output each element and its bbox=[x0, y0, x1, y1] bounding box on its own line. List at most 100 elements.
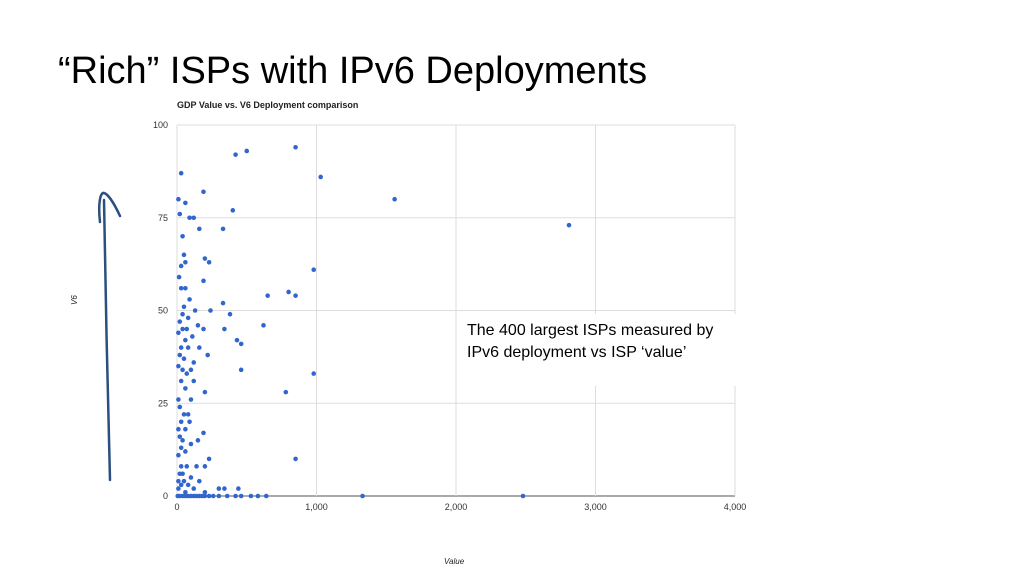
data-point bbox=[206, 259, 212, 265]
data-point bbox=[392, 196, 397, 202]
data-point bbox=[185, 315, 191, 321]
data-point bbox=[197, 345, 202, 350]
data-point bbox=[265, 293, 270, 298]
data-point bbox=[178, 464, 184, 469]
data-point bbox=[180, 438, 185, 443]
data-point bbox=[185, 345, 191, 350]
data-point bbox=[191, 360, 197, 365]
data-point bbox=[183, 259, 188, 265]
data-point bbox=[566, 222, 572, 228]
data-point bbox=[183, 449, 188, 454]
data-point bbox=[180, 311, 185, 317]
data-point bbox=[183, 489, 188, 495]
data-point bbox=[178, 285, 184, 291]
data-point bbox=[230, 208, 236, 213]
data-point bbox=[176, 196, 181, 202]
data-point bbox=[220, 226, 226, 232]
data-point bbox=[184, 464, 190, 469]
data-point bbox=[178, 445, 184, 451]
data-point bbox=[183, 337, 188, 343]
data-point bbox=[195, 438, 201, 443]
data-point bbox=[176, 274, 182, 280]
data-point bbox=[188, 441, 194, 447]
data-point bbox=[181, 304, 187, 310]
data-point bbox=[178, 482, 184, 488]
data-point bbox=[202, 389, 208, 395]
grid-lines bbox=[176, 124, 736, 497]
data-point bbox=[188, 475, 194, 480]
data-point bbox=[222, 326, 227, 332]
data-point bbox=[187, 215, 192, 221]
data-point bbox=[180, 471, 185, 477]
data-point bbox=[261, 323, 266, 328]
data-point bbox=[184, 371, 190, 376]
data-point bbox=[238, 341, 244, 347]
data-point bbox=[195, 323, 201, 328]
data-point bbox=[178, 419, 184, 425]
data-point bbox=[181, 478, 187, 484]
data-point bbox=[202, 256, 208, 261]
data-point bbox=[202, 489, 208, 495]
data-point bbox=[205, 352, 210, 358]
data-point bbox=[187, 419, 192, 425]
data-point bbox=[177, 319, 183, 324]
data-point bbox=[220, 300, 226, 306]
data-point bbox=[183, 200, 188, 206]
data-point bbox=[176, 486, 181, 491]
data-point bbox=[227, 311, 233, 317]
x-tick-label: 0 bbox=[174, 502, 179, 512]
data-point bbox=[181, 252, 187, 258]
data-point bbox=[283, 389, 289, 395]
data-point bbox=[222, 486, 227, 491]
data-point bbox=[185, 412, 191, 417]
data-point bbox=[311, 371, 317, 376]
data-point bbox=[181, 412, 187, 417]
y-tick-label: 75 bbox=[158, 213, 168, 223]
data-point bbox=[201, 189, 206, 195]
data-point bbox=[206, 456, 212, 462]
data-point bbox=[202, 493, 208, 499]
data-point bbox=[224, 493, 230, 499]
data-point bbox=[192, 308, 198, 313]
data-point bbox=[176, 478, 181, 484]
data-point bbox=[183, 386, 188, 391]
data-point bbox=[197, 478, 202, 484]
data-point bbox=[263, 493, 269, 499]
data-point bbox=[190, 334, 195, 339]
data-point bbox=[177, 404, 183, 410]
data-points bbox=[175, 144, 572, 499]
data-point bbox=[311, 267, 317, 272]
data-point bbox=[188, 367, 194, 373]
data-point bbox=[178, 345, 184, 350]
data-point bbox=[293, 144, 298, 150]
data-point bbox=[178, 378, 184, 384]
data-point bbox=[520, 493, 526, 499]
chart-title: GDP Value vs. V6 Deployment comparison bbox=[177, 100, 359, 110]
data-point bbox=[183, 426, 188, 432]
data-point bbox=[184, 326, 190, 332]
data-point bbox=[178, 263, 184, 269]
data-point bbox=[187, 297, 192, 302]
data-point bbox=[176, 397, 181, 402]
x-axis-label: Value bbox=[444, 557, 465, 566]
data-point bbox=[286, 289, 291, 295]
data-point bbox=[238, 367, 244, 373]
data-point bbox=[181, 356, 187, 362]
data-point bbox=[176, 452, 181, 458]
data-point bbox=[293, 456, 298, 462]
data-point bbox=[176, 330, 181, 336]
data-point bbox=[238, 493, 244, 499]
data-point bbox=[191, 378, 197, 384]
data-point bbox=[178, 170, 184, 176]
data-point bbox=[255, 493, 261, 499]
data-point bbox=[177, 211, 183, 217]
data-point bbox=[216, 493, 222, 499]
data-point bbox=[185, 482, 191, 488]
data-point bbox=[208, 308, 213, 313]
data-point bbox=[176, 426, 181, 432]
data-point bbox=[176, 363, 181, 369]
data-point bbox=[244, 148, 250, 154]
y-tick-label: 100 bbox=[153, 120, 168, 130]
